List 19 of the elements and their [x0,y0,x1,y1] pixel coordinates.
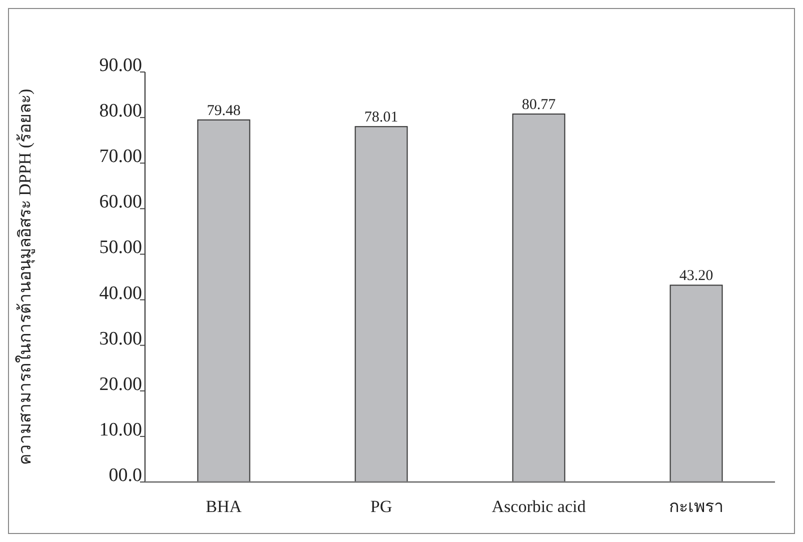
y-axis-title: ความสามารถในการต้านอนุมูลอิสระ DPPH (ร้อยละ) [14,88,36,466]
x-tick-label: กะเพรา [668,497,724,516]
y-tick-label: 90.00 [99,55,142,76]
y-tick-label: 80.00 [99,100,142,122]
y-tick-label: 60.00 [99,192,142,213]
data-label: 80.77 [522,97,556,114]
y-tick-label: 20.00 [99,374,142,395]
y-tick-label: 30.00 [99,328,142,350]
y-tick-label: 70.00 [99,146,142,168]
x-tick-label: Ascorbic acid [492,497,586,516]
y-tick-label: 40.00 [99,282,142,304]
data-label: 78.01 [364,110,398,126]
data-label: 79.48 [206,102,241,119]
x-tick-label: PG [370,497,392,516]
y-tick-label: 50.00 [99,237,142,258]
y-tick-label: 10.00 [99,419,142,440]
data-label: 43.20 [679,268,714,284]
x-tick-label: BHA [206,497,242,516]
y-tick-label: 00.0 [108,465,142,486]
